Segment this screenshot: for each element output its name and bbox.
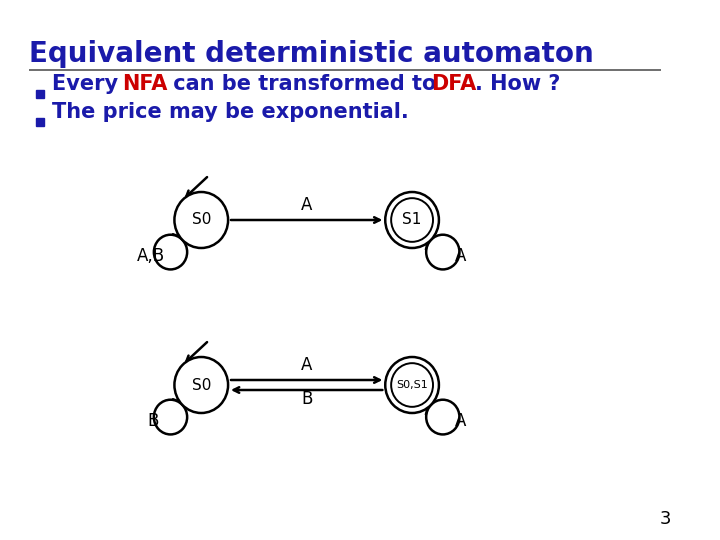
Text: B: B	[148, 412, 159, 430]
Text: A: A	[301, 356, 312, 374]
Bar	[37, 118, 44, 126]
Circle shape	[385, 357, 439, 413]
Text: 3: 3	[660, 510, 671, 528]
Text: A: A	[301, 196, 312, 214]
Text: B: B	[301, 390, 312, 408]
Text: A: A	[454, 412, 466, 430]
Text: S1: S1	[402, 213, 422, 227]
Text: DFA: DFA	[431, 74, 477, 94]
Text: The price may be exponential.: The price may be exponential.	[52, 102, 408, 122]
Text: S0: S0	[192, 213, 211, 227]
Text: S0,S1: S0,S1	[396, 380, 428, 390]
Text: S0: S0	[192, 377, 211, 393]
Circle shape	[385, 192, 439, 248]
Bar	[37, 90, 44, 98]
Text: A: A	[454, 247, 466, 265]
Text: A,B: A,B	[138, 247, 166, 265]
Text: . How ?: . How ?	[475, 74, 560, 94]
Circle shape	[174, 192, 228, 248]
Text: NFA: NFA	[122, 74, 168, 94]
Text: Every: Every	[52, 74, 125, 94]
Text: Equivalent deterministic automaton: Equivalent deterministic automaton	[29, 40, 593, 68]
Text: can be transformed to: can be transformed to	[166, 74, 444, 94]
Circle shape	[174, 357, 228, 413]
